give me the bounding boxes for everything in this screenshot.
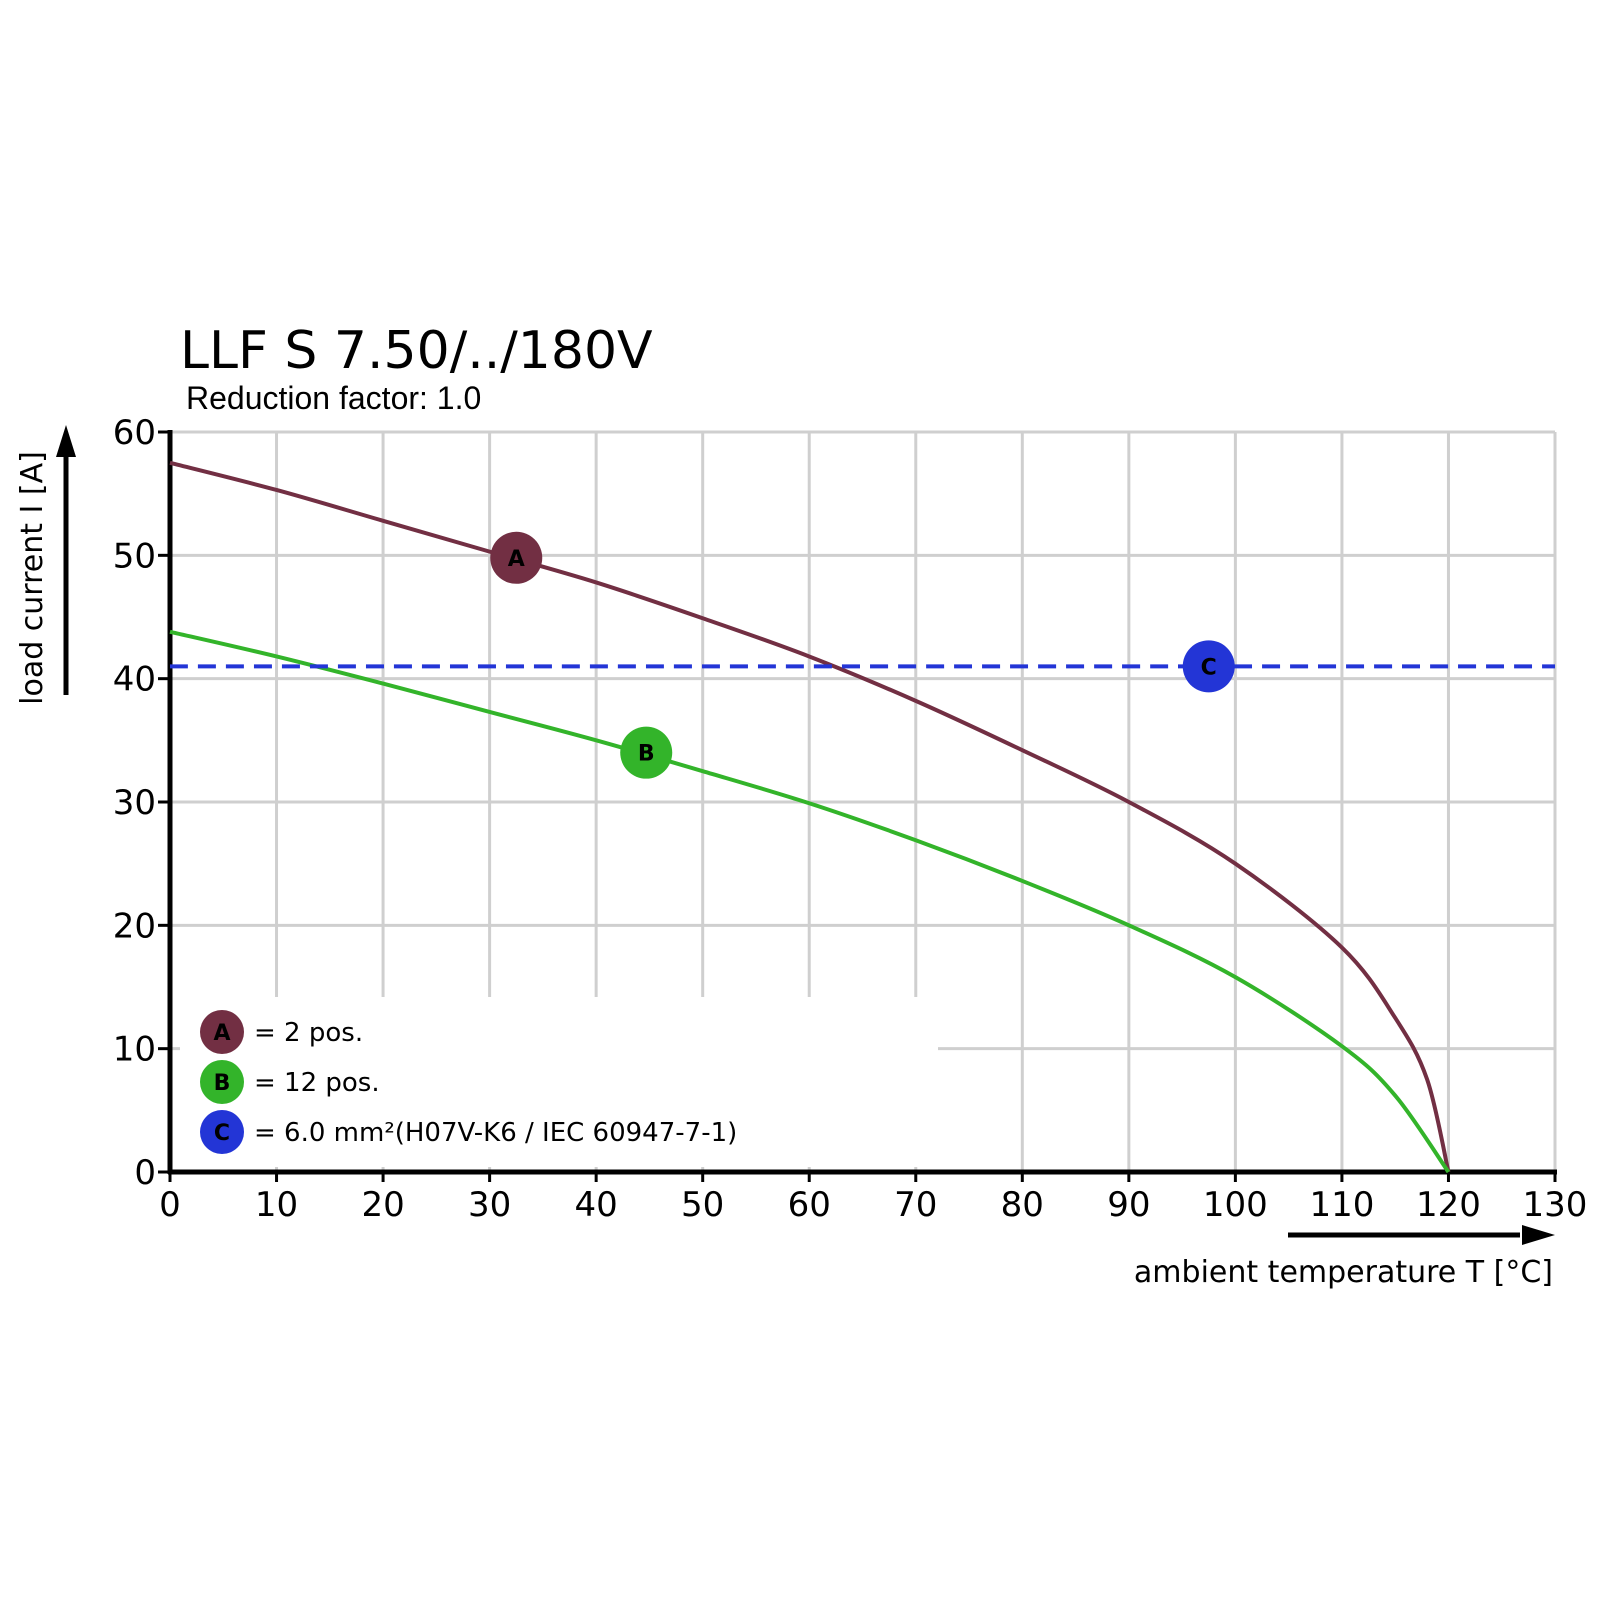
legend-swatch-b [200,1060,244,1104]
x-tick-label: 30 [468,1185,511,1225]
y-tick-label: 40 [113,660,156,700]
x-tick-label: 110 [1309,1185,1374,1225]
y-tick-label: 0 [134,1153,156,1193]
x-tick-label: 10 [255,1185,298,1225]
series-markers: A B C [490,531,1235,779]
chart-title: LLF S 7.50/../180V [180,321,653,381]
y-tick-label: 10 [113,1030,156,1070]
axes [158,430,1557,1182]
legend-swatch-letter: A [213,1021,230,1046]
series-line-a [169,460,1451,1173]
legend-label: = 2 pos. [254,1018,363,1048]
x-tick-label: 130 [1523,1185,1588,1225]
y-tick-label: 50 [113,536,156,576]
y-tick-label: 20 [113,906,156,946]
y-axis-arrow [56,425,76,695]
x-tick-label: 40 [575,1185,618,1225]
legend-label: = 6.0 mm²(H07V-K6 / IEC 60947-7-1) [254,1118,737,1148]
x-tick-label: 120 [1416,1185,1481,1225]
grid [168,430,1557,1174]
x-tick-label: 60 [788,1185,831,1225]
legend: A = 2 pos. B = 12 pos. C = 6.0 mm²(H07V-K6 / … [200,1010,737,1154]
series-marker-b [620,726,673,779]
x-tick-label: 0 [159,1185,181,1225]
legend-swatch-c [200,1110,244,1154]
legend-swatch-letter: B [214,1071,231,1096]
series-marker-letter: C [1201,655,1217,680]
chart-subtitle: Reduction factor: 1.0 [186,380,481,416]
tick-labels: 0 10 20 30 40 50 60 0 10 20 30 40 50 60 70 80 90 100 110 12… [113,413,1588,1225]
series-marker-a [490,531,543,584]
series-marker-letter: A [508,547,525,572]
legend-label: = 12 pos. [254,1068,380,1098]
x-axis-arrow [1288,1225,1555,1245]
x-tick-label: 50 [681,1185,724,1225]
y-tick-label: 30 [113,783,156,823]
series-marker-c [1182,640,1235,693]
legend-background [180,997,938,1167]
legend-swatch-a [200,1010,244,1054]
x-tick-label: 80 [1001,1185,1044,1225]
x-tick-label: 100 [1203,1185,1268,1225]
y-axis-title: load current I [A] [15,451,50,705]
x-tick-label: 70 [894,1185,937,1225]
x-tick-label: 90 [1107,1185,1150,1225]
legend-swatch-letter: C [214,1121,230,1146]
x-axis-title: ambient temperature T [°C] [1134,1255,1553,1290]
y-tick-label: 60 [113,413,156,453]
series-marker-letter: B [638,742,655,767]
series-lines [169,460,1555,1174]
series-line-b [169,629,1451,1174]
x-tick-label: 20 [361,1185,404,1225]
